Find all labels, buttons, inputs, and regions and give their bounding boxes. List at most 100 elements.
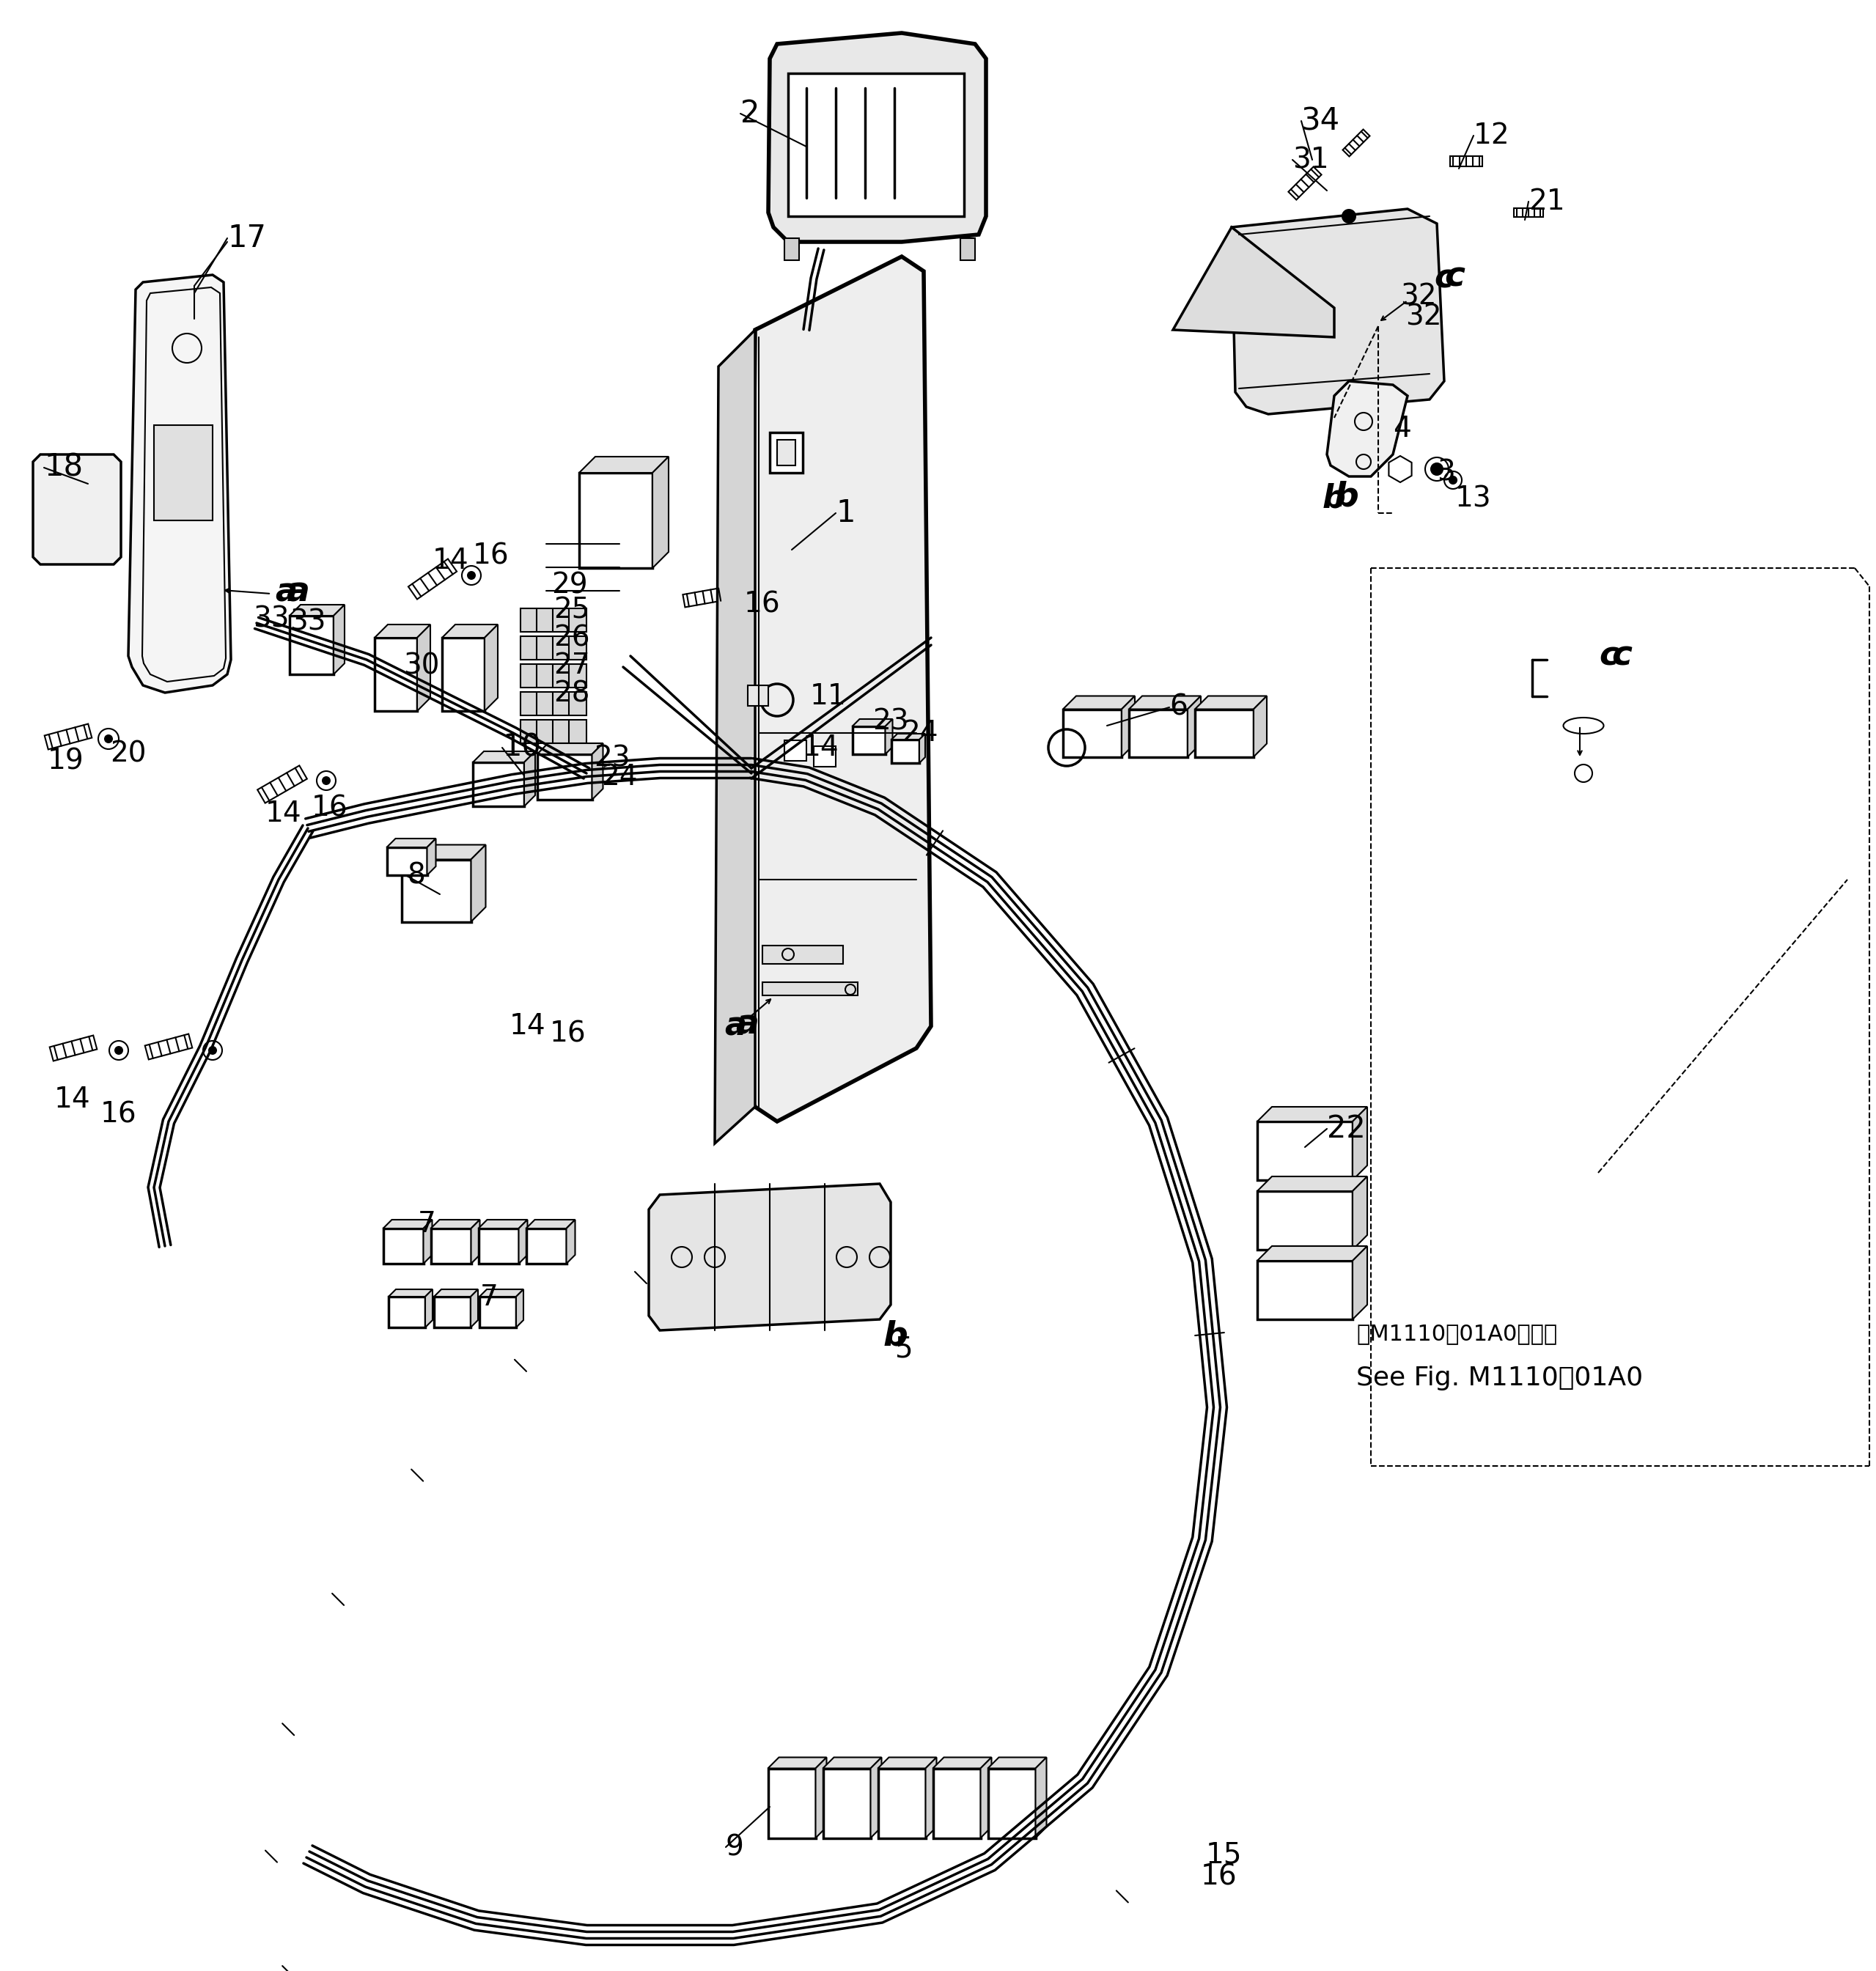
Polygon shape bbox=[525, 1220, 576, 1228]
Text: c: c bbox=[1600, 641, 1619, 672]
Polygon shape bbox=[580, 473, 653, 568]
Polygon shape bbox=[1253, 696, 1266, 757]
Text: 26: 26 bbox=[553, 623, 589, 652]
Polygon shape bbox=[981, 1758, 992, 1839]
Polygon shape bbox=[433, 1289, 478, 1297]
Polygon shape bbox=[471, 846, 486, 922]
Polygon shape bbox=[520, 609, 587, 633]
Circle shape bbox=[734, 593, 741, 601]
Text: 14: 14 bbox=[510, 1013, 546, 1041]
Polygon shape bbox=[478, 1228, 518, 1263]
Circle shape bbox=[103, 735, 113, 743]
Polygon shape bbox=[1343, 130, 1369, 156]
Text: 7: 7 bbox=[480, 1283, 499, 1311]
Polygon shape bbox=[431, 1220, 480, 1228]
Polygon shape bbox=[289, 615, 334, 674]
Text: 16: 16 bbox=[550, 1019, 587, 1047]
Text: 4: 4 bbox=[1392, 414, 1411, 443]
Polygon shape bbox=[289, 605, 345, 615]
Polygon shape bbox=[471, 1220, 480, 1263]
Polygon shape bbox=[816, 1758, 827, 1839]
Polygon shape bbox=[471, 1289, 478, 1326]
Polygon shape bbox=[1257, 1108, 1368, 1121]
Polygon shape bbox=[375, 639, 416, 712]
Polygon shape bbox=[1257, 1121, 1353, 1181]
Polygon shape bbox=[891, 733, 925, 739]
Polygon shape bbox=[580, 457, 668, 473]
Polygon shape bbox=[1353, 1108, 1368, 1181]
Polygon shape bbox=[516, 1289, 523, 1326]
Polygon shape bbox=[769, 432, 803, 473]
Text: 5: 5 bbox=[895, 1334, 912, 1362]
Text: 14: 14 bbox=[803, 733, 839, 761]
Polygon shape bbox=[932, 1768, 981, 1839]
Polygon shape bbox=[762, 982, 857, 995]
Text: 1: 1 bbox=[835, 499, 855, 528]
Text: 2: 2 bbox=[741, 99, 760, 128]
Polygon shape bbox=[961, 238, 976, 260]
Polygon shape bbox=[878, 1768, 925, 1839]
Polygon shape bbox=[443, 639, 484, 712]
Polygon shape bbox=[749, 686, 769, 706]
Text: 20: 20 bbox=[111, 739, 146, 767]
Text: 34: 34 bbox=[1302, 106, 1339, 136]
Polygon shape bbox=[784, 238, 799, 260]
Polygon shape bbox=[777, 440, 795, 465]
Text: 9: 9 bbox=[726, 1833, 745, 1861]
Polygon shape bbox=[520, 692, 587, 715]
Text: 29: 29 bbox=[552, 572, 587, 599]
Polygon shape bbox=[1514, 209, 1544, 217]
Polygon shape bbox=[1129, 710, 1188, 757]
Text: 13: 13 bbox=[1456, 485, 1491, 512]
Text: 23: 23 bbox=[872, 708, 908, 735]
Polygon shape bbox=[128, 274, 231, 692]
Polygon shape bbox=[788, 73, 964, 217]
Text: b: b bbox=[1323, 483, 1345, 514]
Polygon shape bbox=[480, 1297, 516, 1326]
Polygon shape bbox=[1233, 209, 1445, 414]
Circle shape bbox=[1450, 477, 1456, 483]
Polygon shape bbox=[45, 723, 92, 749]
Polygon shape bbox=[523, 751, 535, 806]
Polygon shape bbox=[386, 838, 435, 848]
Polygon shape bbox=[480, 1289, 523, 1297]
Polygon shape bbox=[34, 455, 120, 564]
Text: 16: 16 bbox=[311, 794, 349, 822]
Circle shape bbox=[323, 777, 330, 784]
Text: 33: 33 bbox=[289, 607, 326, 635]
Polygon shape bbox=[386, 848, 428, 875]
Text: 17: 17 bbox=[227, 223, 266, 254]
Polygon shape bbox=[537, 755, 593, 800]
Text: c: c bbox=[1611, 639, 1632, 672]
Polygon shape bbox=[1122, 696, 1135, 757]
Text: 11: 11 bbox=[810, 682, 846, 710]
Polygon shape bbox=[1129, 696, 1201, 710]
Polygon shape bbox=[388, 1297, 426, 1326]
Polygon shape bbox=[769, 34, 987, 242]
Circle shape bbox=[1341, 209, 1356, 223]
Polygon shape bbox=[431, 1228, 471, 1263]
Text: 16: 16 bbox=[745, 591, 780, 619]
Polygon shape bbox=[1289, 168, 1321, 199]
Polygon shape bbox=[749, 256, 930, 1121]
Text: 28: 28 bbox=[553, 680, 589, 708]
Polygon shape bbox=[443, 625, 497, 639]
Text: 16: 16 bbox=[1201, 1863, 1238, 1890]
Polygon shape bbox=[257, 765, 308, 802]
Polygon shape bbox=[401, 846, 486, 859]
Polygon shape bbox=[473, 751, 535, 763]
Polygon shape bbox=[653, 457, 668, 568]
Polygon shape bbox=[1257, 1261, 1353, 1319]
Polygon shape bbox=[989, 1758, 1047, 1768]
Circle shape bbox=[467, 572, 477, 579]
Text: See Fig. M1110－01A0: See Fig. M1110－01A0 bbox=[1356, 1366, 1643, 1390]
Text: 25: 25 bbox=[553, 595, 589, 623]
Polygon shape bbox=[1188, 696, 1201, 757]
Text: 18: 18 bbox=[43, 451, 83, 483]
Text: 22: 22 bbox=[1326, 1114, 1366, 1145]
Text: c: c bbox=[1435, 262, 1454, 294]
Polygon shape bbox=[767, 1768, 816, 1839]
Polygon shape bbox=[154, 426, 212, 520]
Text: 33: 33 bbox=[253, 605, 289, 633]
Circle shape bbox=[1431, 463, 1443, 475]
